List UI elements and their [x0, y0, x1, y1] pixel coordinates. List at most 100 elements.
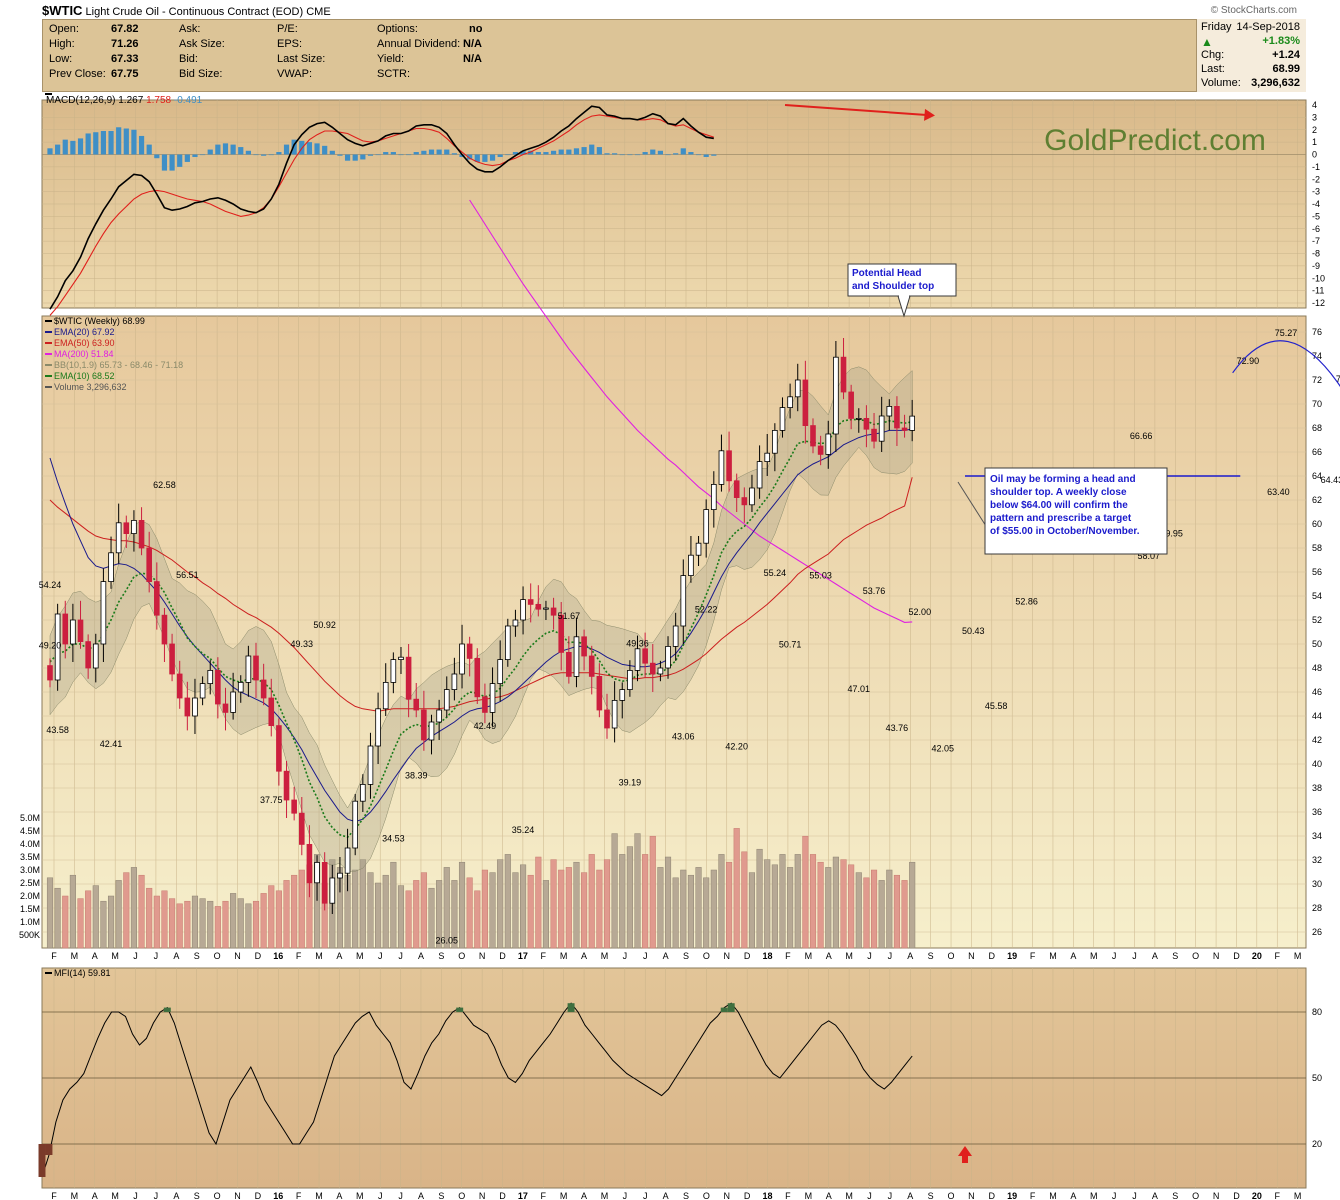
volume-bar	[298, 869, 305, 949]
volume-bar	[489, 872, 496, 949]
chart-title: $WTIC Light Crude Oil - Continuous Contr…	[42, 3, 331, 18]
mfi-x-tick: 19	[1007, 1191, 1017, 1200]
volume-bar	[77, 898, 84, 949]
volume-bar	[680, 869, 687, 949]
candle-body	[54, 613, 61, 681]
mfi-x-tick: F	[541, 1191, 547, 1200]
mfi-x-tick: J	[398, 1191, 403, 1200]
volume-bar	[596, 869, 603, 949]
volume-bar	[611, 833, 618, 949]
price-x-tick: M	[601, 951, 609, 961]
candle-body	[207, 670, 214, 685]
candle-body	[474, 658, 481, 698]
price-label: 26.05	[435, 935, 458, 945]
candle-body	[817, 445, 824, 455]
candle-body	[344, 847, 351, 874]
candle-body	[573, 636, 580, 677]
macd-histogram-bar	[207, 149, 213, 155]
macd-histogram-bar	[70, 140, 76, 155]
open-label: Open:	[49, 23, 79, 35]
volume-bar	[191, 895, 199, 949]
mfi-x-tick: A	[92, 1191, 98, 1200]
volume-bar	[146, 887, 153, 949]
dividend-value: N/A	[463, 38, 482, 50]
macd-histogram-bar	[200, 154, 206, 156]
candle-body	[390, 659, 397, 683]
macd-tick-label: -8	[1312, 249, 1320, 259]
volume-bar	[153, 895, 160, 949]
volume-bar	[558, 869, 565, 949]
candle-body	[581, 636, 587, 657]
price-tick-label: 52	[1312, 615, 1322, 625]
candle-body	[421, 709, 427, 741]
pct-row: ▲ +1.83%	[1201, 35, 1300, 49]
mfi-x-tick: D	[744, 1191, 751, 1200]
price-x-tick: J	[867, 951, 872, 961]
macd-histogram-bar	[253, 154, 259, 156]
price-x-tick: A	[907, 951, 913, 961]
quote-panel: Open: 67.82 High: 71.26 Low: 67.33 Prev …	[42, 19, 1306, 92]
mfi-overbought-fill	[727, 1003, 735, 1012]
candle-body	[733, 480, 740, 498]
watermark: GoldPredict.com	[1044, 124, 1266, 157]
price-label: 34.53	[382, 834, 405, 844]
macd-histogram-bar	[695, 154, 702, 156]
exchange: CME	[306, 6, 331, 18]
price-tick-label: 68	[1312, 423, 1322, 433]
candle-body	[550, 607, 557, 616]
candle-body	[367, 745, 374, 785]
volume-bar	[451, 880, 458, 949]
dividend-label: Annual Dividend:	[377, 38, 461, 50]
price-label: 50.92	[313, 620, 336, 630]
macd-histogram-bar	[642, 152, 648, 155]
macd-histogram-bar	[489, 154, 496, 161]
macd-histogram-bar	[222, 143, 229, 155]
candle-body	[192, 697, 198, 717]
volume-bar	[161, 890, 168, 949]
price-x-tick: M	[1049, 951, 1057, 961]
mfi-x-tick: A	[907, 1191, 913, 1200]
note-text: below $64.00 will confirm the	[990, 500, 1128, 511]
macd-histogram-bar	[474, 154, 480, 162]
mfi-x-tick: J	[154, 1191, 159, 1200]
mfi-x-tick: S	[194, 1191, 200, 1200]
price-x-tick: N	[234, 951, 241, 961]
candle-body	[47, 665, 53, 681]
volume-bar	[588, 854, 595, 949]
volume-bar	[832, 856, 839, 949]
price-x-tick: J	[1112, 951, 1117, 961]
price-x-tick: S	[438, 951, 444, 961]
price-x-tick: M	[111, 951, 119, 961]
mfi-x-tick: A	[1070, 1191, 1076, 1200]
macd-divergence-arrow-icon	[924, 108, 935, 121]
macd-histogram-bar	[627, 154, 633, 156]
volume-tick-label: 4.5M	[20, 826, 40, 836]
instrument-name: Light Crude Oil - Continuous Contract (E…	[85, 6, 304, 18]
volume-bar	[252, 900, 260, 949]
price-x-tick: D	[255, 951, 262, 961]
candle-body	[535, 604, 542, 610]
low-value: 67.33	[111, 53, 139, 65]
mfi-x-tick: M	[111, 1191, 119, 1200]
macd-histogram-bar	[612, 153, 618, 155]
volume-bar	[382, 874, 389, 949]
quote-summary: Friday 14-Sep-2018 ▲ +1.83% Chg: +1.24 L…	[1196, 19, 1306, 92]
candle-body	[588, 655, 595, 677]
mfi-x-tick: A	[336, 1191, 342, 1200]
mfi-x-tick: F	[1030, 1191, 1036, 1200]
macd-histogram-bar	[215, 144, 221, 155]
volume-bar	[726, 861, 733, 949]
credit: © StockCharts.com	[1210, 5, 1297, 16]
macd-histogram-bar	[680, 148, 686, 155]
note-box	[984, 467, 1168, 555]
price-x-tick: M	[356, 951, 364, 961]
macd-histogram-bar	[322, 145, 328, 155]
price-x-tick: A	[581, 951, 587, 961]
mfi-x-tick: J	[867, 1191, 872, 1200]
volume-bar	[420, 872, 427, 949]
mfi-tick-label: 20	[1312, 1139, 1322, 1149]
price-x-tick: M	[1090, 951, 1098, 961]
volume-bar	[92, 885, 99, 949]
candle-body	[756, 461, 763, 489]
candle-body	[405, 656, 412, 700]
